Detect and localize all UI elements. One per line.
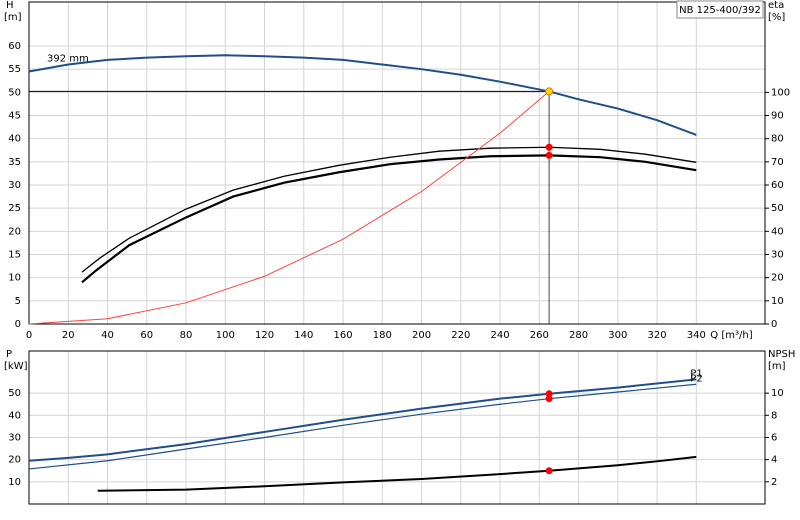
y-tick-label: 50 xyxy=(8,87,21,98)
y-tick-label: 30 xyxy=(8,180,21,191)
y2-tick-label: 8 xyxy=(771,410,777,421)
operating-point xyxy=(545,151,553,159)
x-tick-label: 280 xyxy=(569,330,588,341)
y-tick-label: 40 xyxy=(8,134,21,145)
y-axis-unit: [m] xyxy=(4,12,22,23)
y2-axis-label: eta xyxy=(768,0,784,11)
y2-tick-label: 70 xyxy=(771,157,784,168)
y-tick-label: 15 xyxy=(8,250,21,261)
y-tick-label: 55 xyxy=(8,64,21,75)
x-tick-label: 140 xyxy=(294,330,313,341)
y-tick-label: 45 xyxy=(8,111,21,122)
y2-tick-label: 50 xyxy=(771,203,784,214)
y-tick-label: 50 xyxy=(8,388,21,399)
y2-tick-label: 10 xyxy=(771,296,784,307)
y2-tick-label: 4 xyxy=(771,455,777,466)
x-tick-label: 60 xyxy=(140,330,153,341)
x-tick-label: 40 xyxy=(101,330,114,341)
plot-frame xyxy=(28,1,766,325)
series-line xyxy=(97,455,697,492)
x-tick-label: 340 xyxy=(687,330,706,341)
x-tick-label: 100 xyxy=(216,330,235,341)
y-tick-label: 40 xyxy=(8,410,21,421)
series-line xyxy=(81,146,697,273)
operating-point xyxy=(545,467,553,475)
x-tick-label: 300 xyxy=(608,330,627,341)
y-tick-label: 0 xyxy=(15,319,21,330)
y2-tick-label: 10 xyxy=(771,388,784,399)
x-tick-label: 200 xyxy=(412,330,431,341)
series-line xyxy=(28,378,697,462)
y2-tick-label: 90 xyxy=(771,111,784,122)
series-label: P2 xyxy=(690,373,702,384)
y-tick-label: 10 xyxy=(8,273,21,284)
x-tick-label: 80 xyxy=(180,330,193,341)
series-line xyxy=(28,91,550,325)
operating-point xyxy=(545,390,553,398)
y2-tick-label: 60 xyxy=(771,180,784,191)
x-tick-label: 20 xyxy=(62,330,75,341)
model-box xyxy=(676,0,764,19)
y-axis-label: P xyxy=(6,349,12,360)
series-label: P1 xyxy=(690,368,702,379)
x-tick-label: 0 xyxy=(26,330,32,341)
y-tick-label: 35 xyxy=(8,157,21,168)
model-label: NB 125-400/392 xyxy=(679,5,761,16)
y-tick-label: 30 xyxy=(8,432,21,443)
y-tick-label: 60 xyxy=(8,41,21,52)
y-tick-label: 5 xyxy=(15,296,21,307)
x-tick-label: 180 xyxy=(373,330,392,341)
series-line xyxy=(28,383,697,470)
series-line xyxy=(28,54,697,136)
y2-tick-label: 80 xyxy=(771,134,784,145)
x-tick-label: 240 xyxy=(490,330,509,341)
operating-point xyxy=(545,87,554,96)
y2-tick-label: 100 xyxy=(771,87,790,98)
y-tick-label: 10 xyxy=(8,477,21,488)
y-tick-label: 25 xyxy=(8,203,21,214)
y2-tick-label: 2 xyxy=(771,477,777,488)
y2-tick-label: 40 xyxy=(771,226,784,237)
y2-tick-label: 30 xyxy=(771,250,784,261)
operating-point xyxy=(545,395,553,403)
y2-tick-label: 20 xyxy=(771,273,784,284)
y-axis-label: H xyxy=(6,0,14,11)
y2-axis-label: NPSH xyxy=(768,349,795,360)
x-tick-label: 160 xyxy=(333,330,352,341)
y2-axis-unit: [%] xyxy=(768,12,785,23)
x-tick-label: 320 xyxy=(648,330,667,341)
x-tick-label: 220 xyxy=(451,330,470,341)
y2-tick-label: 0 xyxy=(771,319,777,330)
plot-frame xyxy=(28,350,766,505)
operating-point xyxy=(545,143,553,151)
y2-axis-unit: [m] xyxy=(768,361,786,372)
series-line xyxy=(81,154,697,284)
x-axis-label: Q [m³/h] xyxy=(710,330,752,341)
series-label: 392 mm xyxy=(47,53,89,64)
y-axis-unit: [kW] xyxy=(4,361,28,372)
x-tick-label: 260 xyxy=(530,330,549,341)
y-tick-label: 20 xyxy=(8,226,21,237)
y2-tick-label: 6 xyxy=(771,432,777,443)
x-tick-label: 120 xyxy=(255,330,274,341)
y-tick-label: 20 xyxy=(8,455,21,466)
